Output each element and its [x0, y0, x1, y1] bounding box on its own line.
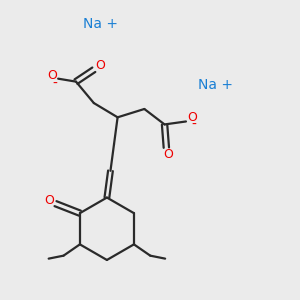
Text: O: O — [44, 194, 54, 207]
Text: O: O — [163, 148, 173, 161]
Text: -: - — [191, 118, 196, 132]
Text: O: O — [95, 59, 105, 72]
Text: Na +: Na + — [83, 17, 118, 31]
Text: O: O — [188, 111, 197, 124]
Text: O: O — [47, 69, 57, 82]
Text: -: - — [53, 76, 58, 90]
Text: Na +: Na + — [198, 78, 233, 92]
